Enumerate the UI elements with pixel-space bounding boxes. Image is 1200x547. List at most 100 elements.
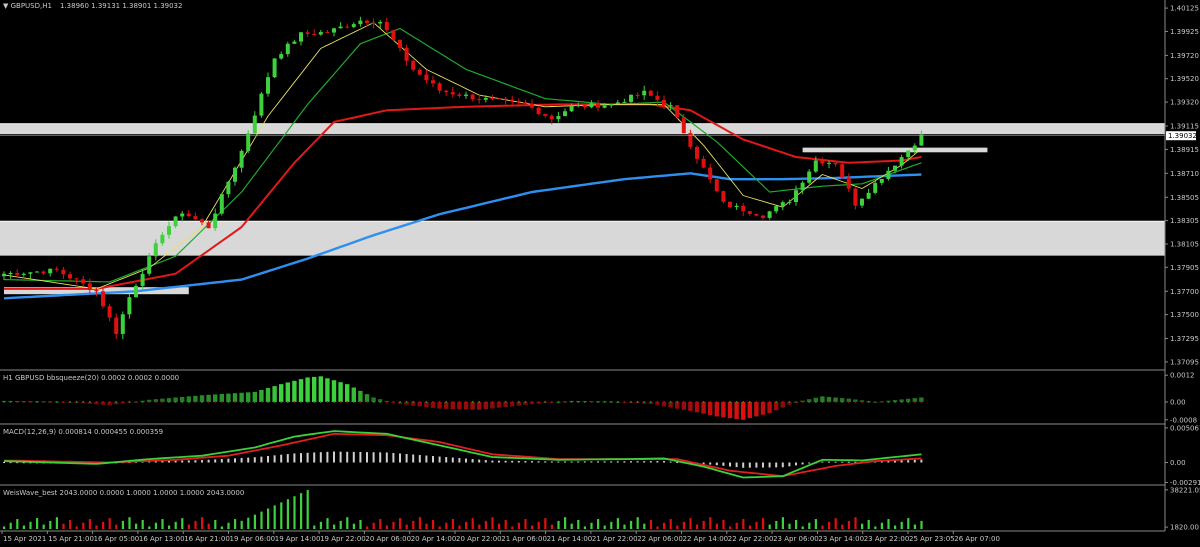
bbsqueeze-dot xyxy=(676,401,679,403)
bbsqueeze-dot xyxy=(623,401,626,403)
bull-candle xyxy=(120,314,125,334)
bull-candle xyxy=(299,32,303,42)
bull-candle xyxy=(318,32,323,35)
bull-candle xyxy=(173,216,178,227)
bbsqueeze-bar xyxy=(826,396,832,402)
bear-candle xyxy=(61,269,66,275)
macd-histogram-bar xyxy=(636,461,639,463)
weiswave-bar xyxy=(874,526,877,529)
bbsqueeze-dot xyxy=(392,401,395,403)
bbsqueeze-bar xyxy=(397,401,403,405)
bear-candle xyxy=(695,146,699,159)
bear-candle xyxy=(193,216,198,220)
weiswave-bar xyxy=(9,522,12,529)
time-tick-label: 16 Apr 13:00 xyxy=(139,535,185,543)
bbsqueeze-dot xyxy=(194,401,197,403)
bear-candle xyxy=(741,205,746,212)
bbsqueeze-dot xyxy=(75,401,78,403)
bear-candle xyxy=(543,113,548,116)
time-tick-label: 16 Apr 21:00 xyxy=(184,535,230,543)
bbsqueeze-dot xyxy=(583,401,586,403)
bbsqueeze-bar xyxy=(813,397,818,402)
bbsqueeze-bar xyxy=(668,401,673,408)
bbsqueeze-dot xyxy=(293,401,296,403)
bear-candle xyxy=(305,32,310,34)
weiswave-bar xyxy=(821,525,824,529)
bbsqueeze-dot xyxy=(339,401,342,403)
macd-histogram-bar xyxy=(517,460,520,463)
bull-candle xyxy=(589,103,594,108)
price-tick-label: 1.39115 xyxy=(1170,123,1199,131)
bbsqueeze-dot xyxy=(418,401,421,403)
weiswave-bar xyxy=(3,526,6,529)
bear-candle xyxy=(54,268,59,270)
bbsqueeze-bar xyxy=(358,390,363,402)
time-tick-label: 23 Apr 22:00 xyxy=(864,535,910,543)
macd-histogram-bar xyxy=(847,461,850,463)
bull-candle xyxy=(794,190,798,203)
bbsqueeze-dot xyxy=(511,401,514,403)
price-tick-label: 1.37095 xyxy=(1170,358,1199,366)
bbsqueeze-dot xyxy=(715,401,718,403)
bbsqueeze-dot xyxy=(352,401,355,403)
bbsqueeze-dot xyxy=(141,401,144,403)
bull-candle xyxy=(153,243,158,257)
bear-candle xyxy=(384,21,389,31)
macd-histogram-bar xyxy=(663,461,665,463)
bull-candle xyxy=(48,268,53,274)
bbsqueeze-bar xyxy=(114,401,119,405)
weiswave-bar xyxy=(781,517,784,529)
macd-histogram-bar xyxy=(524,461,527,463)
weiswave-bar xyxy=(531,525,534,529)
macd-histogram-bar xyxy=(227,458,230,463)
bbsqueeze-bar xyxy=(173,397,178,402)
bbsqueeze-dot xyxy=(95,401,98,403)
macd-histogram-bar xyxy=(201,460,203,463)
bbsqueeze-bar xyxy=(708,401,713,416)
weiswave-bar xyxy=(564,517,567,529)
macd-histogram-bar xyxy=(775,462,778,468)
weiswave-bar xyxy=(610,521,613,529)
bbsqueeze-dot xyxy=(405,401,408,403)
weiswave-bar xyxy=(293,496,296,529)
weiswave-bar xyxy=(814,519,817,529)
bull-candle xyxy=(213,213,218,229)
bbsqueeze-bar xyxy=(378,399,383,402)
weiswave-bar xyxy=(603,525,606,529)
bbsqueeze-bar xyxy=(166,398,172,402)
bbsqueeze-dot xyxy=(544,401,547,403)
bull-candle xyxy=(226,181,231,195)
weiswave-bar xyxy=(300,493,303,529)
weiswave-bar xyxy=(412,520,415,529)
macd-histogram-bar xyxy=(22,462,25,464)
bbsqueeze-bar xyxy=(94,401,99,405)
price-tick-label: 1.40125 xyxy=(1170,5,1199,13)
bear-candle xyxy=(840,164,845,178)
bear-candle xyxy=(470,94,475,100)
weiswave-bar xyxy=(834,518,837,529)
bbsqueeze-bar xyxy=(193,395,198,402)
macd-histogram-bar xyxy=(630,461,632,463)
weiswave-bar xyxy=(597,519,600,529)
weiswave-bar xyxy=(458,525,461,529)
macd-histogram-bar xyxy=(399,453,401,463)
macd-histogram-bar xyxy=(260,456,263,463)
bbsqueeze-bar xyxy=(727,401,733,419)
bull-candle xyxy=(912,145,917,151)
bbsqueeze-bar xyxy=(430,401,436,408)
bull-candle xyxy=(879,178,884,183)
bear-candle xyxy=(516,100,521,103)
weiswave-bar xyxy=(319,521,322,529)
time-tick-label: 21 Apr 14:00 xyxy=(547,535,593,543)
bull-candle xyxy=(351,24,356,27)
weiswave-bar xyxy=(181,518,184,529)
weiswave-bar xyxy=(676,525,679,529)
macd-histogram-bar xyxy=(590,461,593,463)
bull-candle xyxy=(21,273,26,275)
bull-candle xyxy=(873,182,878,193)
bear-candle xyxy=(404,47,409,61)
weiswave-bar xyxy=(339,520,342,529)
bbsqueeze-title: H1 GBPUSD bbsqueeze(20) 0.0002 0.0002 0.… xyxy=(3,374,179,382)
weiswave-bar xyxy=(590,522,593,529)
